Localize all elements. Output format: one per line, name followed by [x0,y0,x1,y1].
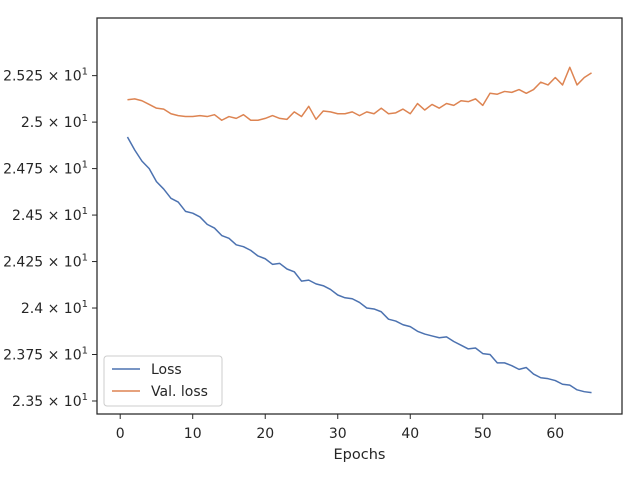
legend-label-val-loss: Val. loss [151,384,208,400]
x-axis-ticks: 0 10 20 30 40 50 60 [116,414,564,442]
legend: Loss Val. loss [103,355,223,407]
series-lines [126,66,592,394]
x-tick-label: 50 [474,426,492,442]
legend-label-loss: Loss [151,362,182,378]
x-tick-label: 60 [546,426,564,442]
y-tick-label: 2.425 × 101 [3,253,88,271]
y-tick-label: 2.4 × 101 [21,299,88,317]
x-axis-label: Epochs [334,447,386,463]
x-tick-label: 10 [184,426,202,442]
x-tick-label: 0 [116,426,125,442]
y-tick-label: 2.525 × 101 [3,67,88,85]
y-tick-label: 2.35 × 101 [12,392,88,410]
series-line-loss [126,136,592,394]
y-tick-label: 2.5 × 101 [21,113,88,131]
series-line-val-loss [127,66,592,121]
y-tick-label: 2.45 × 101 [12,206,88,224]
x-tick-label: 40 [401,426,419,442]
y-axis-ticks: 2.35 × 101 2.375 × 101 2.4 × 101 2.425 × 10… [3,67,97,410]
y-tick-label: 2.375 × 101 [3,346,88,364]
x-tick-label: 30 [329,426,347,442]
plot-frame [96,17,623,415]
x-tick-label: 20 [256,426,274,442]
y-tick-label: 2.475 × 101 [3,160,88,178]
